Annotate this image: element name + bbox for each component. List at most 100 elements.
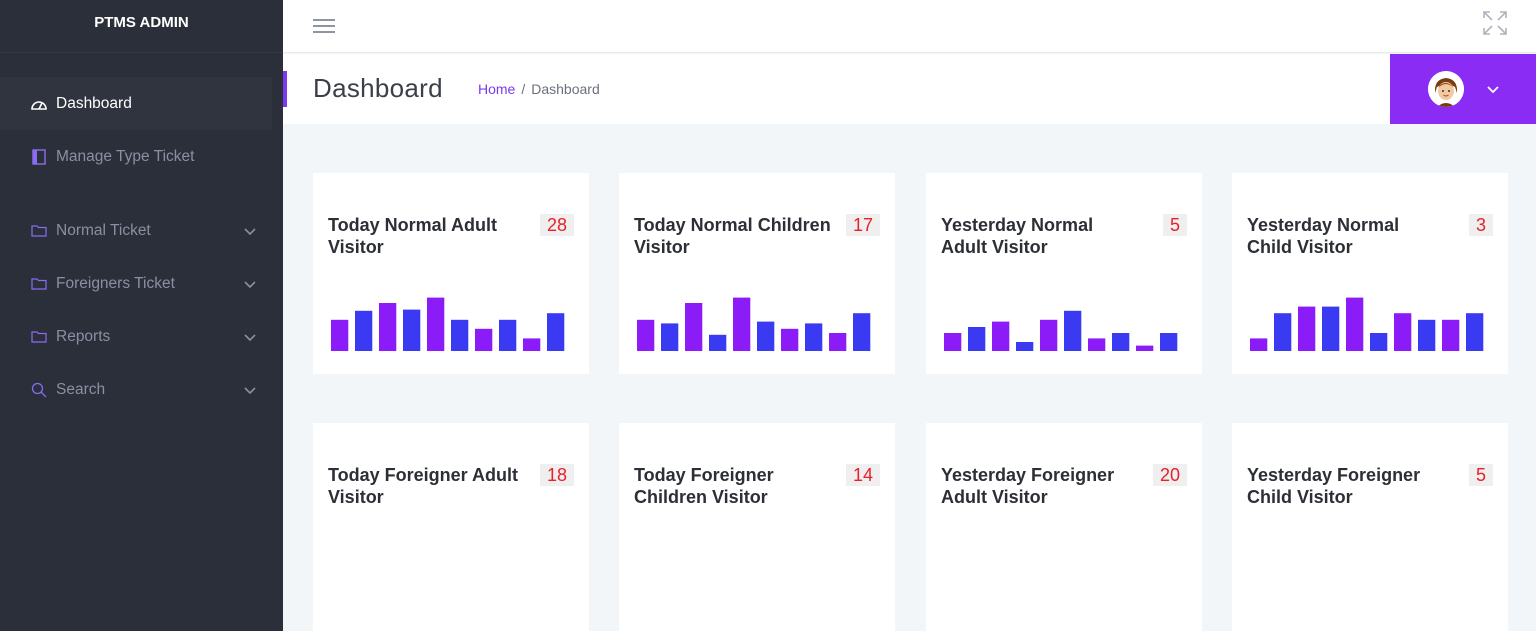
card-title: Today Normal Adult Visitor <box>328 215 498 257</box>
stat-card: Yesterday Normal Child Visitor 3 <box>1232 173 1508 374</box>
user-menu[interactable] <box>1390 54 1536 124</box>
dashboard-icon <box>30 95 48 113</box>
sidebar-item-label: Search <box>56 380 106 398</box>
brand-logo[interactable]: PTMS ADMIN <box>0 0 283 50</box>
folder-icon <box>30 222 48 240</box>
sparkline-bar <box>451 319 469 351</box>
breadcrumb-current: Dashboard <box>531 81 600 97</box>
sidebar-item-search[interactable]: Search <box>0 363 283 416</box>
card-title: Today Normal Children Visitor <box>634 215 831 257</box>
sidebar-divider <box>0 52 283 53</box>
search-icon <box>30 381 48 399</box>
sparkline-bar <box>781 328 799 351</box>
sidebar-item-label: Manage Type Ticket <box>56 147 195 165</box>
card-count-badge: 17 <box>845 214 880 236</box>
sparkline-bar <box>829 333 847 351</box>
sparkline-bar <box>853 313 871 351</box>
sidebar-item-dashboard[interactable]: Dashboard <box>0 77 272 130</box>
sparkline-bar-chart <box>637 297 871 351</box>
chevron-down-icon <box>244 333 256 341</box>
sparkline-bar <box>1466 313 1484 351</box>
sparkline-bar <box>1274 313 1292 351</box>
fullscreen-icon[interactable] <box>1482 10 1508 36</box>
breadcrumb-home-link[interactable]: Home <box>478 81 516 97</box>
card-count-badge: 5 <box>1162 214 1187 236</box>
sparkline-bar <box>1136 345 1154 351</box>
sidebar-item-label: Normal Ticket <box>56 221 151 239</box>
sparkline-bar <box>1370 333 1388 351</box>
sparkline-bar <box>661 323 679 351</box>
menu-toggle-icon[interactable] <box>313 19 335 35</box>
breadcrumb: Home / Dashboard <box>478 81 600 97</box>
chevron-down-icon[interactable] <box>1486 82 1500 96</box>
brand-title: PTMS ADMIN <box>94 13 189 31</box>
sparkline-bar <box>1346 297 1364 351</box>
card-title: Yesterday Foreigner Adult Visitor <box>941 465 1115 507</box>
sparkline-bar <box>1418 319 1436 351</box>
stat-card: Today Foreigner Children Visitor 14 <box>619 423 895 631</box>
sparkline-bar <box>709 334 727 351</box>
sparkline-bar <box>757 321 775 351</box>
folder-icon <box>30 275 48 293</box>
chevron-down-icon <box>244 386 256 394</box>
folder-icon <box>30 328 48 346</box>
card-count-badge: 20 <box>1152 464 1187 486</box>
sparkline-bar <box>355 310 373 351</box>
sidebar-item-manage-type-ticket[interactable]: Manage Type Ticket <box>0 130 283 183</box>
sidebar-item-foreigners-ticket[interactable]: Foreigners Ticket <box>0 257 283 310</box>
sidebar: PTMS ADMIN Dashboard Manage Type Ticket … <box>0 0 283 631</box>
sparkline-bar <box>427 297 445 351</box>
sidebar-item-normal-ticket[interactable]: Normal Ticket <box>0 204 283 257</box>
stat-card: Today Foreigner Adult Visitor 18 <box>313 423 589 631</box>
sparkline-bar-chart <box>1250 297 1484 351</box>
stat-card: Today Normal Adult Visitor 28 <box>313 173 589 374</box>
chevron-down-icon <box>244 280 256 288</box>
sparkline-bar <box>523 338 541 351</box>
card-title: Today Foreigner Children Visitor <box>634 465 774 507</box>
sparkline-bar <box>1016 342 1034 351</box>
card-title: Today Foreigner Adult Visitor <box>328 465 519 507</box>
topbar <box>283 0 1536 53</box>
sparkline-bar <box>733 297 751 351</box>
sparkline-bar <box>1442 319 1460 351</box>
card-title: Yesterday Normal Adult Visitor <box>941 215 1094 257</box>
sparkline-bar <box>475 328 493 351</box>
chevron-down-icon <box>244 227 256 235</box>
sidebar-gap <box>0 183 283 204</box>
sparkline-bar <box>1298 306 1316 351</box>
sidebar-item-label: Reports <box>56 327 111 345</box>
sparkline-bar <box>944 333 962 351</box>
sparkline-bar <box>1064 310 1082 351</box>
card-title: Yesterday Foreigner Child Visitor <box>1247 465 1421 507</box>
sparkline-bar-chart <box>331 297 565 351</box>
card-count-badge: 14 <box>845 464 880 486</box>
stat-card: Yesterday Foreigner Adult Visitor 20 <box>926 423 1202 631</box>
sidebar-item-reports[interactable]: Reports <box>0 310 283 363</box>
sparkline-bar <box>331 319 349 351</box>
card-count-badge: 5 <box>1468 464 1493 486</box>
stat-card: Today Normal Children Visitor 17 <box>619 173 895 374</box>
sparkline-bar <box>379 303 397 351</box>
sidebar-item-label: Dashboard <box>56 94 132 112</box>
sparkline-bar <box>805 323 823 351</box>
sparkline-bar <box>637 319 655 351</box>
stat-card: Yesterday Normal Adult Visitor 5 <box>926 173 1202 374</box>
page-title: Dashboard <box>313 73 443 103</box>
sparkline-bar <box>1322 306 1340 351</box>
card-count-badge: 3 <box>1468 214 1493 236</box>
stat-card: Yesterday Foreigner Child Visitor 5 <box>1232 423 1508 631</box>
card-title: Yesterday Normal Child Visitor <box>1247 215 1400 257</box>
sparkline-bar-chart <box>944 310 1178 351</box>
book-icon <box>30 148 48 166</box>
sparkline-bar <box>1250 338 1268 351</box>
sparkline-bar <box>968 327 986 351</box>
sparkline-bar <box>685 303 703 351</box>
sparkline-bar <box>992 321 1010 351</box>
sparkline-bar <box>499 319 517 351</box>
breadcrumb-separator: / <box>521 81 526 97</box>
sparkline-bar <box>1160 333 1178 351</box>
sparkline-bar <box>1394 313 1412 351</box>
card-count-badge: 18 <box>539 464 574 486</box>
page-header: Dashboard Home / Dashboard <box>283 54 1536 124</box>
avatar[interactable] <box>1428 71 1464 107</box>
